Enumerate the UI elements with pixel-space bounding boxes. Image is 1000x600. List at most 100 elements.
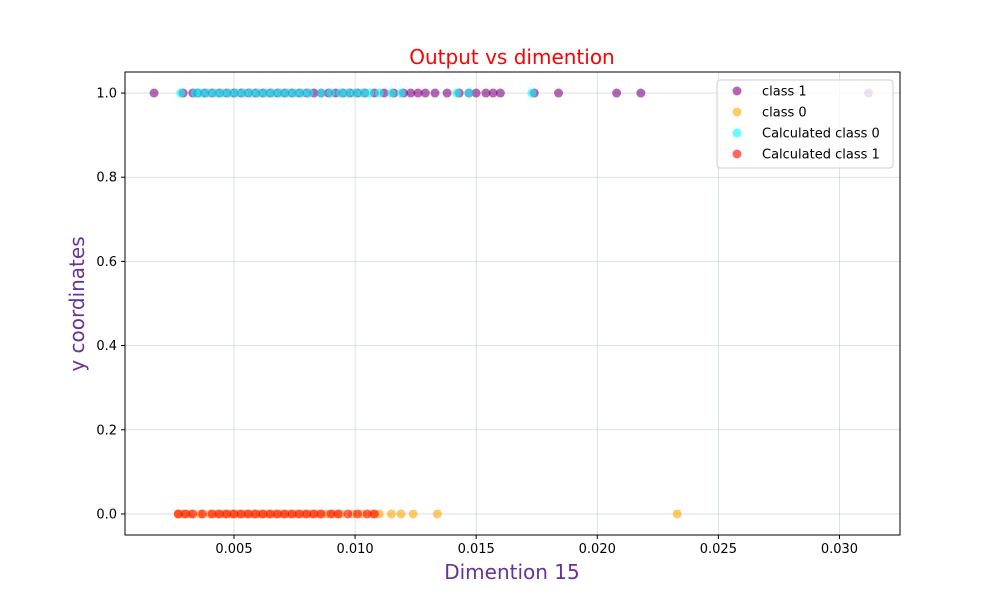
legend-marker <box>732 128 742 138</box>
point-class-1 <box>488 88 498 98</box>
point-calculated-class-1 <box>343 509 353 519</box>
point-calculated-class-0 <box>316 88 326 98</box>
point-calculated-class-1 <box>236 509 246 519</box>
point-class-0 <box>396 509 406 519</box>
point-calculated-class-0 <box>297 88 307 98</box>
point-calculated-class-1 <box>244 509 254 519</box>
x-tick-label: 0.025 <box>700 542 737 557</box>
point-calculated-class-1 <box>207 509 217 519</box>
x-tick-label: 0.030 <box>821 542 858 557</box>
point-calculated-class-1 <box>309 509 319 519</box>
point-calculated-class-0 <box>290 88 300 98</box>
y-tick-label: 0.8 <box>96 171 117 186</box>
point-calculated-class-1 <box>222 509 232 519</box>
y-tick-label: 0.2 <box>96 423 117 438</box>
point-calculated-class-0 <box>336 88 346 98</box>
point-class-1 <box>442 88 452 98</box>
point-calculated-class-1 <box>214 509 224 519</box>
y-tick-label: 0.0 <box>96 507 117 522</box>
point-class-1 <box>636 88 646 98</box>
point-calculated-class-0 <box>202 88 212 98</box>
y-axis-ticks: 0.0 0.2 0.4 0.6 0.8 1.0 <box>96 87 125 522</box>
x-tick-label: 0.010 <box>336 542 373 557</box>
point-calculated-class-1 <box>294 509 304 519</box>
point-calculated-class-0 <box>217 88 227 98</box>
point-calculated-class-1 <box>362 509 372 519</box>
point-calculated-class-1 <box>302 509 312 519</box>
point-class-0 <box>386 509 396 519</box>
legend-marker <box>732 86 742 96</box>
chart-title: Output vs dimention <box>409 45 614 69</box>
point-calculated-class-1 <box>280 509 290 519</box>
legend-marker <box>732 149 742 159</box>
point-class-1 <box>430 88 440 98</box>
point-calculated-class-0 <box>350 88 360 98</box>
point-calculated-class-0 <box>231 88 241 98</box>
legend: class 1 class 0 Calculated class 0 Calculat… <box>716 79 894 169</box>
y-tick-label: 0.4 <box>96 339 117 354</box>
point-class-1 <box>481 88 491 98</box>
y-tick-label: 1.0 <box>96 87 117 102</box>
point-calculated-class-0 <box>239 88 249 98</box>
point-calculated-class-1 <box>326 509 336 519</box>
point-calculated-class-1 <box>173 509 183 519</box>
point-calculated-class-0 <box>357 88 367 98</box>
plot-frame <box>124 71 901 536</box>
data-points <box>149 88 874 519</box>
point-class-0 <box>672 509 682 519</box>
point-calculated-class-0 <box>268 88 278 98</box>
point-calculated-class-1 <box>188 509 198 519</box>
point-calculated-class-0 <box>260 88 270 98</box>
point-class-1 <box>471 88 481 98</box>
point-class-1 <box>495 88 505 98</box>
point-calculated-class-1 <box>273 509 283 519</box>
point-class-1 <box>149 88 159 98</box>
point-calculated-class-0 <box>176 88 186 98</box>
point-calculated-class-1 <box>287 509 297 519</box>
x-tick-label: 0.020 <box>579 542 616 557</box>
point-calculated-class-1 <box>316 509 326 519</box>
legend-box <box>716 79 894 169</box>
point-calculated-class-0 <box>275 88 285 98</box>
point-class-1 <box>612 88 622 98</box>
x-tick-label: 0.005 <box>215 542 252 557</box>
y-tick-label: 0.6 <box>96 255 117 270</box>
point-calculated-class-0 <box>210 88 220 98</box>
point-calculated-class-1 <box>265 509 275 519</box>
point-calculated-class-0 <box>365 88 375 98</box>
x-tick-label: 0.015 <box>458 542 495 557</box>
point-calculated-class-0 <box>374 88 384 98</box>
point-calculated-class-0 <box>396 88 406 98</box>
point-calculated-class-0 <box>246 88 256 98</box>
point-calculated-class-0 <box>527 88 537 98</box>
legend-label: Calculated class 0 <box>762 127 880 142</box>
point-calculated-class-0 <box>386 88 396 98</box>
point-class-0 <box>432 509 442 519</box>
point-class-0 <box>408 509 418 519</box>
point-calculated-class-0 <box>224 88 234 98</box>
point-calculated-class-1 <box>258 509 268 519</box>
point-calculated-class-1 <box>353 509 362 519</box>
point-calculated-class-0 <box>253 88 263 98</box>
point-calculated-class-0 <box>195 88 205 98</box>
point-calculated-class-0 <box>464 88 474 98</box>
legend-label: class 0 <box>762 106 807 121</box>
legend-label: Calculated class 1 <box>762 148 880 163</box>
point-calculated-class-1 <box>369 509 379 519</box>
point-calculated-class-0 <box>304 88 314 98</box>
y-axis-label: y coordinates <box>65 236 89 371</box>
point-calculated-class-1 <box>229 509 239 519</box>
point-class-1 <box>406 88 416 98</box>
point-class-1 <box>420 88 430 98</box>
point-class-1 <box>554 88 564 98</box>
point-calculated-class-0 <box>326 88 336 98</box>
point-calculated-class-0 <box>343 88 353 98</box>
legend-label: class 1 <box>762 85 807 100</box>
point-calculated-class-1 <box>251 509 261 519</box>
x-axis-ticks: 0.005 0.010 0.015 0.020 0.025 0.030 <box>215 535 858 557</box>
x-axis-label: Dimention 15 <box>444 560 580 584</box>
point-calculated-class-0 <box>452 88 462 98</box>
point-calculated-class-0 <box>282 88 292 98</box>
legend-marker <box>732 107 742 117</box>
